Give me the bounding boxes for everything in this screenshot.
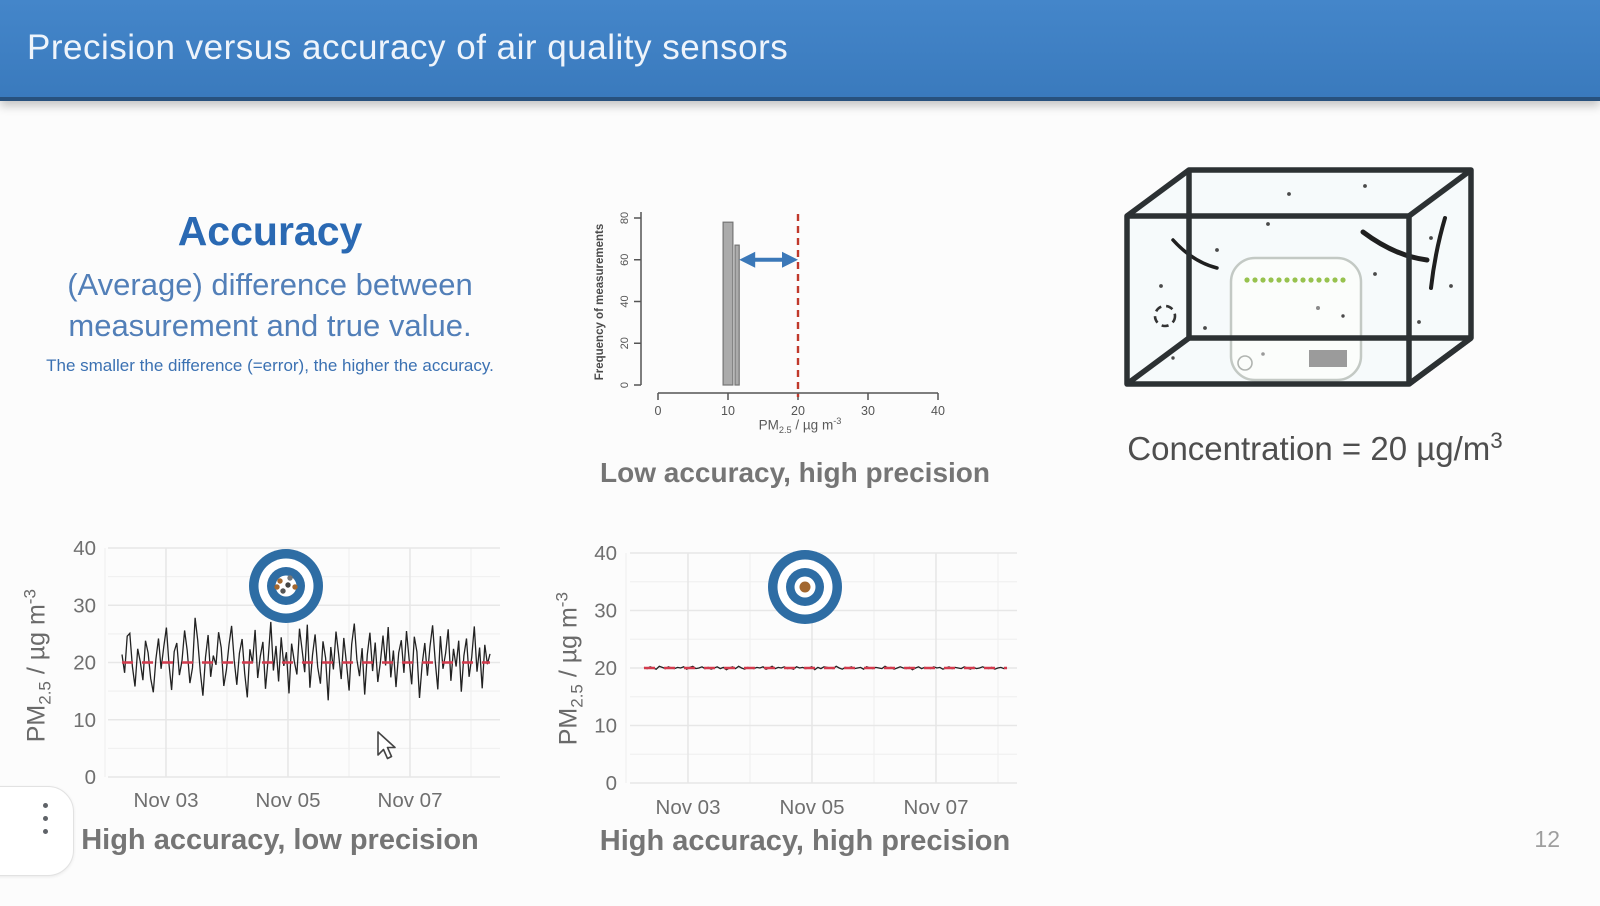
slide-title: Precision versus accuracy of air quality… <box>27 28 789 67</box>
svg-text:10: 10 <box>73 709 96 732</box>
svg-text:20: 20 <box>619 337 631 349</box>
floating-toolbar <box>0 786 74 876</box>
sensor-device <box>1229 256 1363 382</box>
svg-text:40: 40 <box>73 537 96 560</box>
page-number: 12 <box>1534 826 1560 852</box>
right-chart-y-axis-label: PM2.5 / µg m-3 <box>552 592 587 746</box>
svg-text:40: 40 <box>931 404 945 418</box>
recirculation-arrow-icon <box>1153 304 1177 328</box>
svg-text:10: 10 <box>594 715 617 738</box>
svg-text:0: 0 <box>655 404 662 418</box>
sensor-logo <box>1237 355 1253 371</box>
led-row-icon <box>1244 277 1346 283</box>
accuracy-subtitle: (Average) difference between measurement… <box>67 267 473 343</box>
svg-text:30: 30 <box>861 404 875 418</box>
test-chamber-illustration <box>1113 158 1508 398</box>
svg-text:20: 20 <box>594 657 617 680</box>
left-chart-caption: High accuracy, low precision <box>81 824 479 856</box>
target-icon <box>249 549 323 623</box>
high-precision-plot: 40 30 20 10 0 Nov 03 Nov 05 Nov 07 <box>594 542 1017 819</box>
svg-text:30: 30 <box>73 594 96 617</box>
svg-text:0: 0 <box>619 382 631 388</box>
svg-text:10: 10 <box>721 404 735 418</box>
particle-dots <box>1159 184 1453 360</box>
svg-text:Nov 07: Nov 07 <box>378 789 443 812</box>
target-icon <box>768 550 842 624</box>
svg-text:20: 20 <box>73 652 96 675</box>
high-precision-chart: 40 30 20 10 0 Nov 03 Nov 05 Nov 07 <box>525 533 1035 835</box>
kebab-menu-icon[interactable] <box>37 803 53 859</box>
svg-text:Nov 07: Nov 07 <box>904 796 969 819</box>
accuracy-note: The smaller the difference (=error), the… <box>46 355 494 375</box>
accuracy-heading: Accuracy <box>177 208 363 254</box>
low-precision-chart: 40 30 20 10 0 Nov 03 Nov 05 Nov 07 <box>8 533 513 833</box>
svg-text:Nov 05: Nov 05 <box>780 796 845 819</box>
svg-text:40: 40 <box>594 542 617 565</box>
svg-text:80: 80 <box>619 212 631 224</box>
mouse-cursor-icon <box>377 731 396 760</box>
concentration-label: Concentration = 20 µg/m3 <box>1127 428 1503 467</box>
svg-text:20: 20 <box>791 404 805 418</box>
right-chart-caption: High accuracy, high precision <box>599 825 1011 857</box>
histogram-chart: 0 20 40 60 80 0 10 20 30 40 <box>575 188 975 453</box>
chamber-edges <box>1124 167 1474 387</box>
left-chart-y-axis-label: PM2.5 / µg m-3 <box>20 589 55 743</box>
histogram-y-axis-label: Frequency of measurements <box>594 223 606 381</box>
svg-text:0: 0 <box>85 766 96 789</box>
sensor-slot <box>1309 350 1347 367</box>
histogram-caption: Low accuracy, high precision <box>599 457 991 488</box>
accuracy-definition: Accuracy (Average) difference between me… <box>30 208 510 376</box>
svg-text:0: 0 <box>606 772 617 795</box>
chamber-box-drawing <box>1124 167 1474 387</box>
svg-text:Nov 05: Nov 05 <box>256 789 321 812</box>
svg-text:30: 30 <box>594 600 617 623</box>
svg-text:Nov 03: Nov 03 <box>656 796 721 819</box>
slide-header: Precision versus accuracy of air quality… <box>0 0 1600 101</box>
svg-text:Nov 03: Nov 03 <box>134 789 199 812</box>
airflow-swoosh-icon <box>1171 216 1447 290</box>
histogram-plot: 0 20 40 60 80 0 10 20 30 40 <box>619 212 945 418</box>
svg-text:40: 40 <box>619 295 631 307</box>
svg-text:60: 60 <box>619 254 631 266</box>
histogram-x-axis-label: PM2.5 / µg m-3 <box>758 416 842 436</box>
low-precision-plot: 40 30 20 10 0 Nov 03 Nov 05 Nov 07 <box>73 537 500 812</box>
